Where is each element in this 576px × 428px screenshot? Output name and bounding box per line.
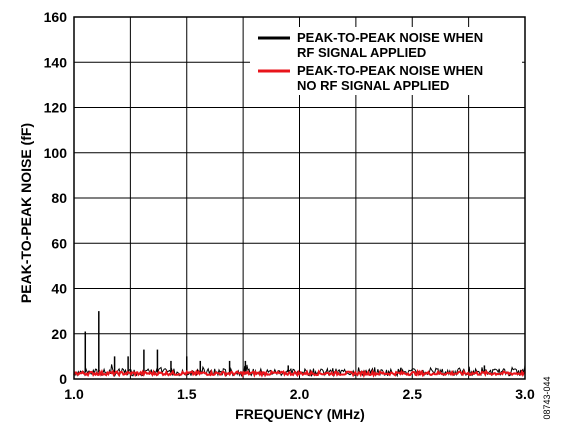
- y-tick-label: 40: [51, 281, 67, 297]
- legend-label-rf-line1: PEAK-TO-PEAK NOISE WHEN: [297, 30, 483, 45]
- y-tick-label: 140: [44, 54, 68, 70]
- series-layer: [73, 311, 526, 379]
- y-tick-label: 120: [44, 100, 68, 116]
- x-axis-title: FREQUENCY (MHz): [235, 406, 365, 422]
- y-tick-label: 80: [51, 190, 67, 206]
- x-tick-label: 1.0: [64, 386, 84, 402]
- y-tick-label: 160: [44, 9, 68, 25]
- series-no-rf-signal: [73, 368, 526, 379]
- x-tick-labels: 1.0 1.5 2.0 2.5 3.0: [64, 386, 535, 402]
- y-tick-labels: 0 20 40 60 80 100 120 140 160: [44, 9, 68, 387]
- legend-label-no-rf-line2: NO RF SIGNAL APPLIED: [297, 78, 449, 93]
- y-axis-title: PEAK-TO-PEAK NOISE (fF): [18, 123, 34, 303]
- legend-label-rf-line2: RF SIGNAL APPLIED: [297, 45, 426, 60]
- legend-label-no-rf-line1: PEAK-TO-PEAK NOISE WHEN: [297, 63, 483, 78]
- legend-background: [250, 27, 522, 95]
- y-tick-label: 100: [44, 145, 68, 161]
- y-tick-label: 0: [59, 371, 67, 387]
- x-tick-label: 2.5: [403, 386, 423, 402]
- figure-id: 08743-044: [542, 376, 552, 419]
- x-tick-label: 3.0: [515, 386, 535, 402]
- x-tick-label: 1.5: [177, 386, 197, 402]
- plot-frame: [73, 16, 526, 380]
- x-tick-label: 2.0: [290, 386, 310, 402]
- y-tick-label: 20: [51, 326, 67, 342]
- y-tick-label: 60: [51, 235, 67, 251]
